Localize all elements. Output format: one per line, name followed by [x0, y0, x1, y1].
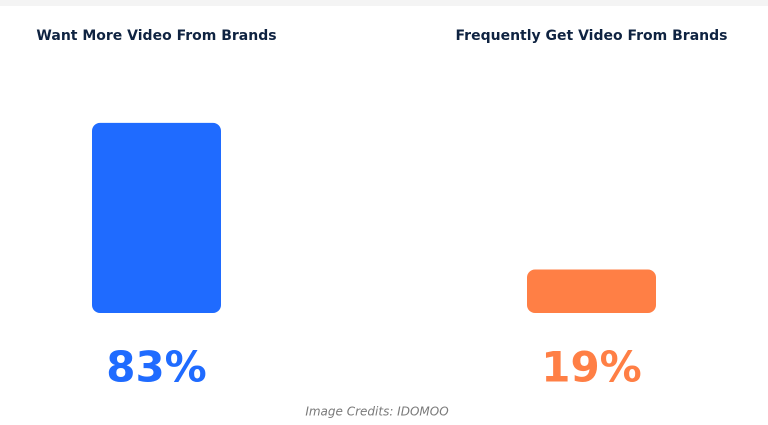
image-credit: Image Credits: IDOMOO: [305, 405, 448, 419]
value-label: 83%: [106, 343, 207, 392]
category-label: Want More Video From Brands: [36, 28, 276, 44]
top-band: [0, 0, 768, 6]
category-label: Frequently Get Video From Brands: [456, 28, 728, 44]
bar: [92, 122, 221, 314]
bar: [527, 269, 656, 313]
value-label: 19%: [541, 343, 642, 392]
